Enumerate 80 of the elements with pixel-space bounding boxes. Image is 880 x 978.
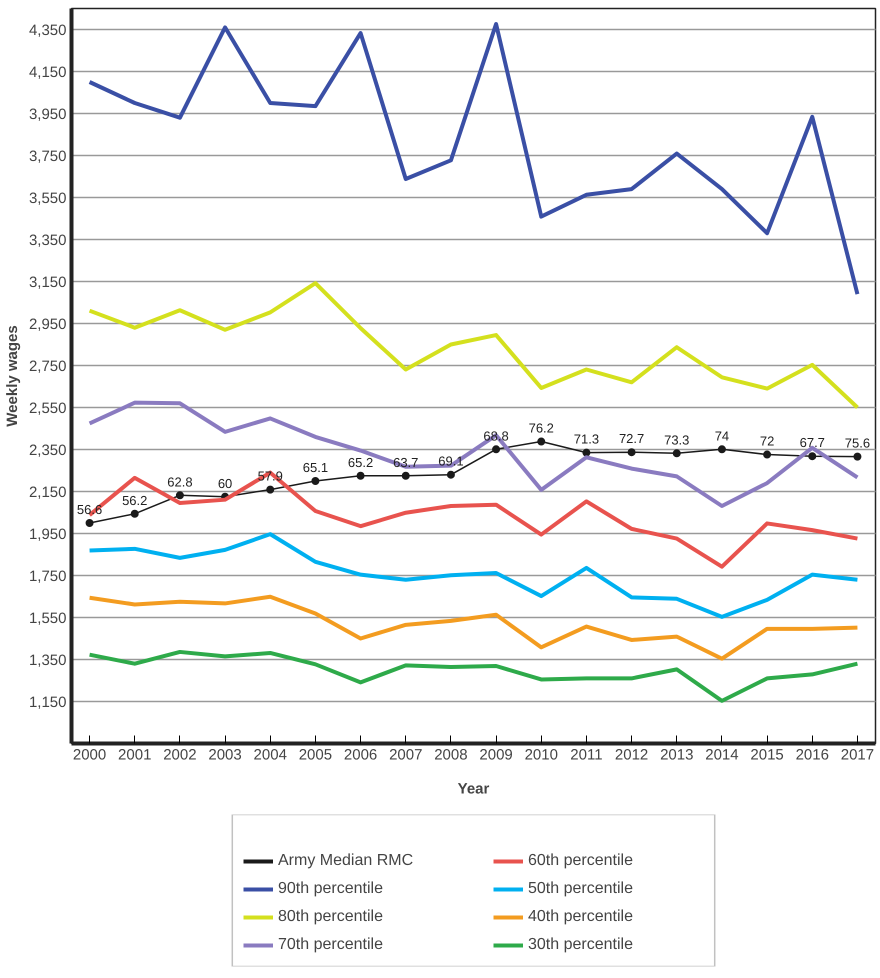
- y-tick-label: 2,150: [28, 484, 67, 501]
- annotation: 56.2: [122, 492, 148, 508]
- y-tick-label: 2,750: [28, 358, 67, 375]
- point: [86, 519, 94, 527]
- x-tick-label: 2016: [796, 746, 829, 764]
- x-tick-label: 2005: [298, 746, 332, 764]
- x-tick-label: 2015: [750, 746, 784, 764]
- point: [356, 472, 365, 480]
- annotation: 60: [218, 476, 232, 491]
- y-tick-label: 1,750: [28, 568, 67, 585]
- x-tick-label: 2007: [389, 746, 422, 764]
- point: [311, 477, 320, 485]
- point: [808, 452, 816, 460]
- point: [853, 452, 862, 461]
- point: [446, 470, 455, 479]
- annotation: 74: [714, 428, 730, 444]
- annotation: 65.1: [302, 460, 328, 475]
- annotation: 72.7: [618, 431, 644, 446]
- x-tick-label: 2009: [479, 746, 513, 764]
- annotation: 73.3: [664, 432, 690, 448]
- line-series: [88, 281, 860, 410]
- x-tick-label: 2013: [660, 746, 694, 764]
- legend-label: 60th percentile: [528, 852, 633, 870]
- x-tick-label: 2011: [570, 746, 603, 764]
- legend-label: 70th percentile: [278, 936, 383, 954]
- point: [672, 449, 681, 458]
- x-tick-label: 2002: [163, 746, 197, 764]
- y-tick-label: 3,550: [28, 190, 67, 207]
- annotation: 67.7: [800, 435, 825, 450]
- point: [537, 438, 546, 446]
- y-tick-label: 3,750: [28, 148, 67, 165]
- point: [492, 445, 500, 454]
- annotation: 71.3: [574, 432, 600, 447]
- point: [628, 448, 636, 456]
- y-tick-label: 2,950: [28, 316, 67, 333]
- y-tick-label: 1,950: [28, 526, 67, 543]
- x-tick-label: 2006: [344, 746, 378, 764]
- legend-label: Army Median RMC: [278, 852, 414, 870]
- legend-label: 30th percentile: [528, 936, 633, 954]
- point: [266, 486, 274, 494]
- annotation: 65.2: [348, 454, 374, 470]
- y-tick-label: 3,150: [28, 274, 67, 291]
- x-tick-label: 2004: [254, 746, 287, 764]
- y-tick-label: 4,150: [28, 64, 67, 81]
- y-tick-label: 4,350: [28, 22, 67, 39]
- x-tick-label: 2000: [72, 746, 106, 764]
- legend-label: 50th percentile: [528, 880, 633, 898]
- legend-label: 80th percentile: [278, 908, 383, 926]
- annotation: 72: [760, 434, 774, 449]
- x-tick-label: 2001: [118, 746, 152, 764]
- x-axis-title: Year: [458, 780, 490, 798]
- y-tick-label: 2,550: [28, 400, 67, 417]
- y-tick-label: 2,350: [28, 442, 67, 459]
- point: [582, 448, 590, 457]
- x-tick-label: 2008: [434, 746, 468, 764]
- point: [718, 445, 726, 454]
- line-series: [88, 594, 860, 661]
- point: [130, 510, 139, 518]
- y-tick-label: 1,550: [28, 610, 67, 627]
- x-tick-label: 2012: [614, 746, 648, 764]
- line-series: [88, 650, 860, 703]
- annotation: 75.6: [844, 436, 870, 451]
- y-tick-label: 3,350: [28, 232, 67, 249]
- x-tick-label: 2010: [524, 746, 558, 764]
- x-tick-label: 2017: [840, 746, 874, 764]
- y-tick-label: 1,350: [28, 652, 67, 669]
- annotation: 76.2: [528, 420, 554, 436]
- y-axis-title: Weekly wages: [4, 325, 21, 427]
- x-tick-label: 2014: [705, 746, 739, 764]
- point: [763, 450, 772, 459]
- y-tick-label: 3,950: [28, 106, 67, 123]
- legend-label: 90th percentile: [278, 880, 383, 898]
- line-series: [88, 532, 860, 619]
- y-tick-label: 1,150: [28, 694, 67, 711]
- point: [402, 472, 410, 480]
- x-tick-label: 2003: [208, 746, 242, 764]
- line-series: [88, 22, 860, 296]
- annotation: 62.8: [167, 474, 193, 490]
- legend-label: 40th percentile: [528, 908, 633, 926]
- point: [176, 491, 184, 500]
